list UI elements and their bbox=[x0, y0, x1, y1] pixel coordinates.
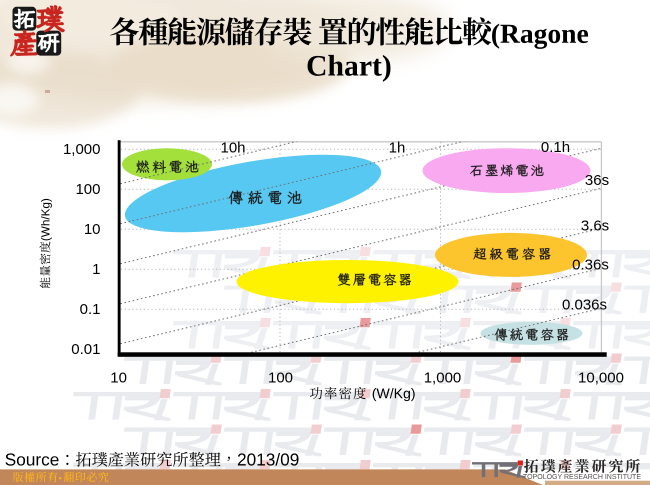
svg-text:10,000: 10,000 bbox=[578, 370, 624, 387]
svg-text:3.6s: 3.6s bbox=[581, 217, 609, 234]
svg-text:0.1: 0.1 bbox=[80, 301, 101, 318]
svg-text:0.1h: 0.1h bbox=[541, 139, 570, 156]
svg-text:100: 100 bbox=[75, 181, 100, 198]
svg-text:0.36s: 0.36s bbox=[572, 257, 609, 274]
svg-text:100: 100 bbox=[268, 370, 293, 387]
svg-text:TOPOLOGY RESEARCH INSTITUTE: TOPOLOGY RESEARCH INSTITUTE bbox=[523, 474, 641, 481]
svg-text:1,000: 1,000 bbox=[63, 141, 101, 158]
svg-text:1: 1 bbox=[92, 261, 100, 278]
svg-text:10h: 10h bbox=[220, 139, 245, 156]
svg-text:0.01: 0.01 bbox=[71, 341, 100, 358]
svg-text:36s: 36s bbox=[585, 172, 609, 189]
svg-text:0.036s: 0.036s bbox=[562, 296, 607, 313]
svg-text:10: 10 bbox=[84, 221, 101, 238]
svg-text:10: 10 bbox=[110, 370, 127, 387]
svg-text:1,000: 1,000 bbox=[424, 370, 462, 387]
svg-text:1h: 1h bbox=[389, 139, 406, 156]
